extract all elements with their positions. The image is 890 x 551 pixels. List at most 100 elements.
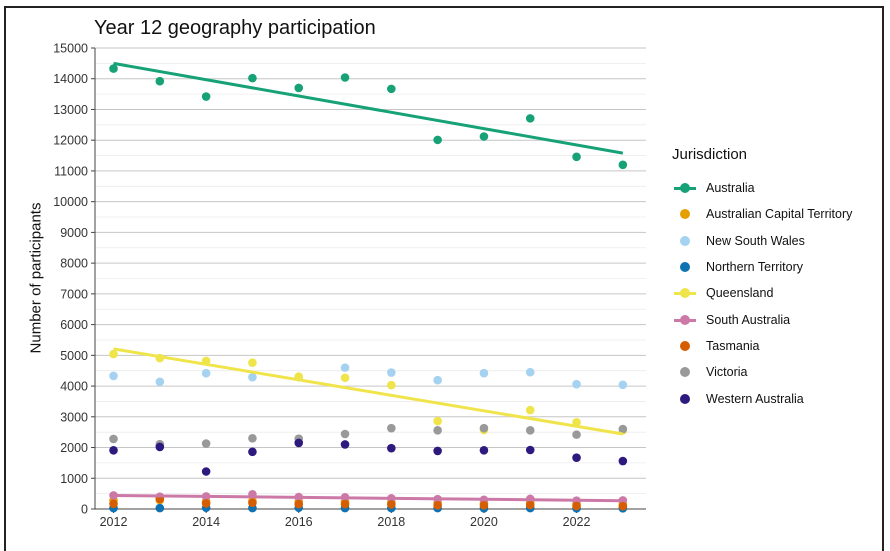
legend-key [672,314,698,326]
legend-item-australian-capital-territory: Australian Capital Territory [672,201,882,227]
point-australia [479,132,489,141]
x-tick-label: 2014 [192,515,220,529]
legend-label: Western Australia [706,391,804,406]
y-tick-label: 3000 [60,410,88,424]
legend-key [672,287,698,299]
point-australia [109,64,118,73]
point-queensland [340,373,350,383]
x-tick-label: 2012 [100,515,128,529]
trend-line-queensland [113,347,624,436]
point-australia [155,76,165,86]
point-northern-territory [155,503,165,513]
chart-title: Year 12 geography participation [94,17,376,39]
y-tick-label: 0 [81,503,88,517]
legend-items: Australia Australian Capital Territory New… [672,175,882,412]
y-tick-label: 4000 [60,380,88,394]
y-tick-label: 5000 [60,349,88,363]
legend-item-australia: Australia [672,175,882,201]
point-tasmania [572,501,581,511]
point-new-south-wales [340,363,350,372]
x-tick-label: 2016 [285,515,313,529]
point-australia [294,83,304,93]
point-new-south-wales [248,372,257,382]
point-tasmania [109,499,118,509]
point-western-australia [248,447,257,457]
trend-line-south-australia [113,493,623,503]
point-victoria [201,439,211,448]
point-western-australia [294,438,304,448]
point-tasmania [201,499,211,508]
legend-key [672,261,698,273]
legend-label: South Australia [706,312,791,327]
legend-title: Jurisdiction [672,146,748,163]
x-tick-label: 2022 [563,515,591,529]
point-new-south-wales [109,371,118,381]
point-western-australia [572,453,581,462]
point-tasmania [479,501,489,510]
legend-label: Northern Territory [706,260,804,275]
point-queensland [248,358,257,368]
legend-item-queensland: Queensland [672,280,882,306]
point-western-australia [525,445,535,455]
point-australia [340,73,350,82]
point-victoria [248,434,257,443]
point-new-south-wales [201,368,211,378]
point-australia [525,114,535,123]
point-new-south-wales [433,375,442,385]
legend-label: New South Wales [706,233,805,248]
point-australia [201,92,211,101]
point-tasmania [433,501,442,510]
legend-key [672,366,698,378]
point-western-australia [433,446,442,456]
y-tick-label: 1000 [60,472,88,486]
point-australia [618,160,628,170]
y-tick-label: 12000 [53,134,88,148]
legend-key [672,182,698,194]
point-victoria [525,426,535,435]
point-western-australia [109,445,118,455]
y-tick-label: 13000 [53,103,88,117]
point-new-south-wales [387,368,396,377]
y-tick-label: 10000 [53,195,88,209]
point-victoria [433,426,442,435]
point-new-south-wales [572,379,581,389]
point-western-australia [155,442,165,452]
y-tick-label: 8000 [60,257,88,271]
y-tick-label: 9000 [60,226,88,240]
point-victoria [387,423,396,433]
legend-item-tasmania: Tasmania [672,333,882,359]
point-western-australia [201,467,211,476]
point-victoria [572,430,581,439]
point-new-south-wales [155,377,165,387]
point-queensland [109,349,118,359]
point-western-australia [340,440,350,449]
x-tick-label: 2020 [470,515,498,529]
legend: Jurisdiction Australia Australian Capital… [672,146,882,412]
y-tick-label: 7000 [60,287,88,301]
legend-label: Australia [706,181,755,196]
point-queensland [387,380,396,390]
trend-line-australia [113,61,624,155]
legend-key [672,235,698,247]
legend-label: Tasmania [706,338,760,353]
legend-item-new-south-wales: New South Wales [672,228,882,254]
legend-label: Queensland [706,286,774,301]
legend-item-south-australia: South Australia [672,306,882,332]
point-queensland [525,405,535,415]
point-queensland [433,416,442,426]
point-australia [433,135,442,145]
point-new-south-wales [618,380,628,390]
point-tasmania [618,501,628,511]
legend-key [672,340,698,352]
y-tick-label: 11000 [54,164,88,178]
y-tick-label: 15000 [53,42,88,56]
legend-label: Victoria [706,365,748,380]
point-victoria [479,423,489,433]
point-tasmania [294,499,304,509]
point-australia [248,73,257,83]
legend-item-northern-territory: Northern Territory [672,254,882,280]
point-victoria [109,434,118,444]
point-tasmania [525,500,535,510]
y-tick-label: 14000 [53,72,88,86]
